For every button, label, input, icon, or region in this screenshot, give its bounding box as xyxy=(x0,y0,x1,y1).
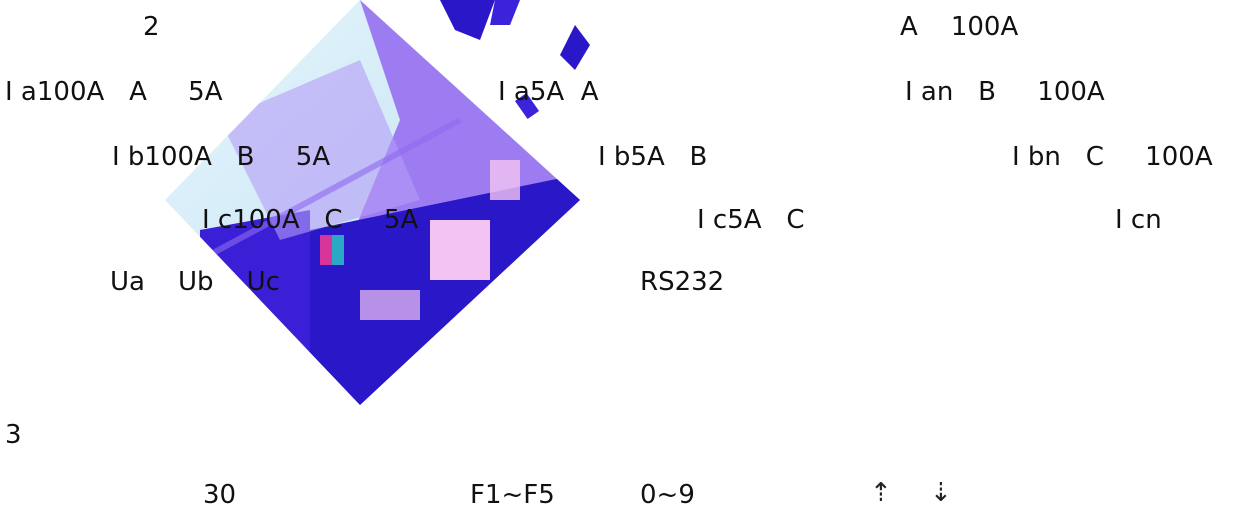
row5-middle-text: RS232 xyxy=(640,267,725,297)
section-3-number: 3 xyxy=(5,420,22,450)
row5-left-text: Ua Ub Uc xyxy=(110,267,280,297)
row1-right-text: A 100A xyxy=(900,12,1019,42)
row3-middle-text: I b5A B xyxy=(598,142,708,172)
row6-text-b: F1~F5 xyxy=(470,480,555,510)
section-2-number: 2 xyxy=(143,12,160,42)
row3-left-text: I b100A B 5A xyxy=(112,142,331,172)
row2-middle-text: I a5A A xyxy=(498,77,599,107)
row3-right-text: I bn C 100A xyxy=(1012,142,1213,172)
row6-text-a: 30 xyxy=(203,480,237,510)
row4-right-text: I cn xyxy=(1115,205,1162,235)
watermark-graphic xyxy=(165,0,590,405)
row4-middle-text: I c5A C xyxy=(697,205,805,235)
row4-left-text: I c100A C 5A xyxy=(202,205,419,235)
row2-left-text: I a100A A 5A xyxy=(5,77,223,107)
down-arrow-icon: ⇣ xyxy=(930,478,952,508)
row6-text-c: 0~9 xyxy=(640,480,695,510)
up-arrow-icon: ⇡ xyxy=(870,478,892,508)
row2-right-text: I an B 100A xyxy=(905,77,1105,107)
